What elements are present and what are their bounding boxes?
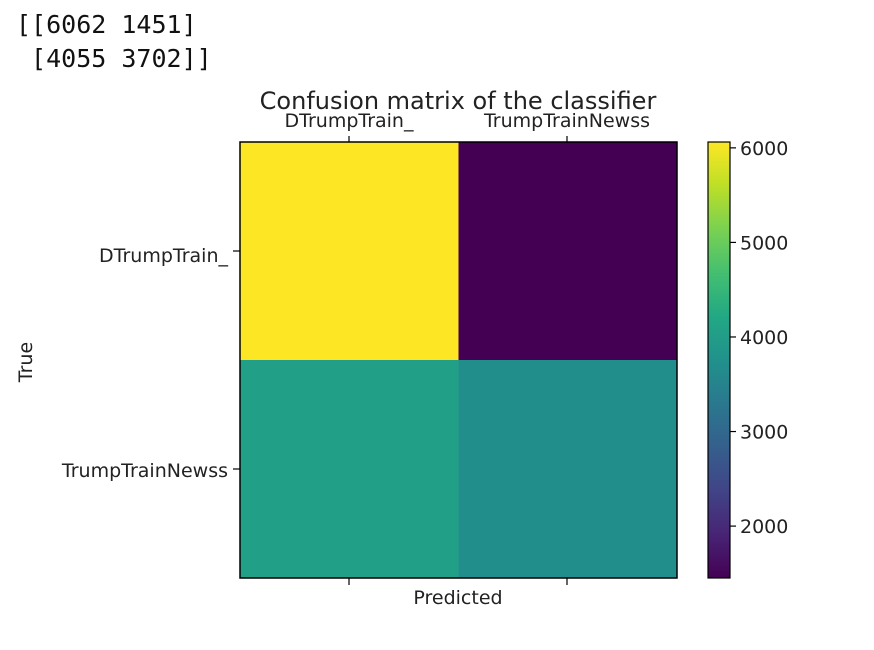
x-tick-label-trumptrainnewss: TrumpTrainNewss <box>483 110 650 132</box>
console-line-2: [4055 3702]] <box>16 44 212 73</box>
console-line-1: [[6062 1451] <box>16 10 197 39</box>
colorbar <box>707 141 731 579</box>
heatmap-cell-r0-c0 <box>240 142 459 361</box>
console-output: [[6062 1451] [4055 3702]] <box>16 8 212 76</box>
heatmap-cells <box>240 142 678 579</box>
colorbar-tick-label-2000: 2000 <box>740 516 788 538</box>
colorbar-tick-label-6000: 6000 <box>740 138 788 160</box>
colorbar-tick-label-5000: 5000 <box>740 232 788 254</box>
x-tick-label-dtrumptrain: DTrumpTrain_ <box>285 110 414 132</box>
colorbar-tick-label-3000: 3000 <box>740 422 788 444</box>
y-tick-label-trumptrainnewss: TrumpTrainNewss <box>61 460 228 482</box>
chart-title: Confusion matrix of the classifier <box>260 87 657 115</box>
heatmap-cell-r1-c0 <box>240 360 459 579</box>
plot-frame <box>239 141 678 579</box>
heatmap-cell-r0-c1 <box>458 142 678 361</box>
y-axis-label: True <box>15 342 37 383</box>
colorbar-ticks: 2000 3000 4000 5000 6000 <box>730 138 788 538</box>
heatmap-cell-r1-c1 <box>458 360 678 579</box>
y-tick-label-dtrumptrain: DTrumpTrain_ <box>99 245 228 267</box>
colorbar-tick-label-4000: 4000 <box>740 327 788 349</box>
x-axis-label: Predicted <box>413 587 502 609</box>
